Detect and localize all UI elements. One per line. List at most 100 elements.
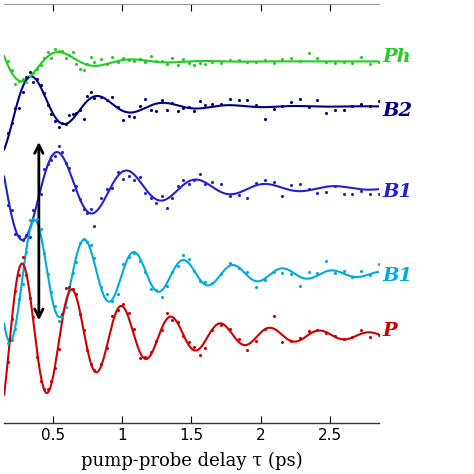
Point — [252, 101, 260, 109]
Point — [114, 168, 121, 175]
Point — [314, 96, 321, 103]
Point — [169, 268, 176, 276]
Point — [119, 300, 127, 308]
Point — [152, 57, 160, 65]
Point — [349, 334, 356, 341]
Point — [261, 276, 269, 284]
Point — [103, 185, 110, 192]
Point — [270, 178, 277, 185]
Point — [125, 56, 132, 64]
Point — [196, 98, 204, 105]
Point — [196, 59, 204, 66]
Point — [252, 337, 260, 345]
Point — [226, 95, 234, 103]
Point — [5, 129, 12, 137]
Point — [185, 338, 193, 346]
Point — [357, 267, 365, 274]
Point — [217, 180, 225, 187]
Point — [29, 69, 37, 76]
Point — [8, 315, 16, 323]
Point — [109, 93, 116, 100]
Point — [125, 113, 132, 120]
Point — [349, 190, 356, 198]
Point — [136, 354, 144, 361]
Point — [366, 60, 374, 68]
Point — [201, 101, 209, 109]
Point — [8, 206, 16, 214]
Point — [76, 196, 84, 203]
Point — [69, 110, 77, 118]
Point — [26, 69, 34, 76]
Point — [8, 67, 16, 74]
Point — [340, 335, 347, 343]
Point — [180, 176, 187, 184]
Point — [19, 280, 27, 288]
Point — [141, 58, 149, 66]
Point — [287, 337, 295, 345]
Point — [15, 272, 23, 279]
Point — [58, 119, 66, 127]
Point — [152, 200, 160, 207]
Point — [196, 170, 204, 178]
Point — [51, 45, 59, 53]
Point — [163, 204, 171, 211]
Point — [55, 318, 62, 325]
Point — [174, 318, 182, 326]
Point — [87, 205, 94, 212]
Point — [98, 93, 105, 101]
Point — [26, 294, 34, 301]
Point — [136, 102, 144, 110]
Point — [15, 104, 23, 111]
Point — [201, 60, 209, 68]
Point — [33, 353, 41, 361]
Point — [141, 189, 149, 197]
Point — [226, 259, 234, 267]
Point — [44, 101, 52, 109]
Point — [217, 321, 225, 329]
Point — [331, 59, 339, 66]
Point — [19, 237, 27, 244]
Point — [349, 59, 356, 67]
Point — [331, 332, 339, 339]
Text: B1: B1 — [383, 183, 413, 201]
Point — [15, 295, 23, 302]
Point — [22, 73, 30, 81]
Point — [136, 173, 144, 181]
Point — [33, 215, 41, 223]
Point — [33, 75, 41, 82]
Point — [12, 287, 19, 295]
Point — [366, 333, 374, 340]
Point — [314, 269, 321, 276]
Point — [174, 262, 182, 269]
Point — [158, 57, 165, 64]
Point — [270, 106, 277, 113]
Point — [279, 55, 286, 63]
Point — [44, 385, 52, 392]
Point — [217, 270, 225, 278]
Point — [163, 309, 171, 316]
Point — [22, 231, 30, 239]
Point — [375, 190, 383, 198]
Point — [130, 177, 138, 184]
Point — [37, 377, 45, 385]
Point — [152, 286, 160, 294]
Point — [201, 181, 209, 188]
Point — [119, 175, 127, 182]
Point — [8, 336, 16, 344]
Point — [125, 172, 132, 180]
Point — [22, 248, 30, 256]
Point — [114, 58, 121, 66]
Point — [91, 254, 98, 262]
Point — [69, 286, 77, 293]
Point — [191, 267, 198, 274]
Point — [141, 95, 149, 102]
X-axis label: pump-probe delay τ (ps): pump-probe delay τ (ps) — [81, 452, 302, 470]
Point — [270, 60, 277, 67]
Point — [40, 385, 48, 393]
Point — [83, 92, 91, 100]
Point — [244, 346, 251, 354]
Point — [201, 345, 209, 352]
Point — [357, 327, 365, 334]
Point — [226, 192, 234, 200]
Point — [169, 316, 176, 324]
